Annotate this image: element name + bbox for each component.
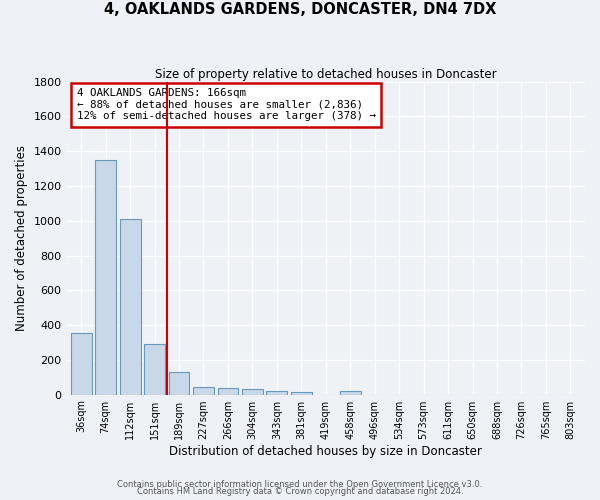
Bar (144, 344, 165, 395)
Y-axis label: Number of detached properties: Number of detached properties (15, 145, 28, 331)
Text: 4 OAKLANDS GARDENS: 166sqm
← 88% of detached houses are smaller (2,836)
12% of s: 4 OAKLANDS GARDENS: 166sqm ← 88% of deta… (77, 88, 376, 121)
Text: Contains public sector information licensed under the Open Government Licence v3: Contains public sector information licen… (118, 480, 482, 489)
X-axis label: Distribution of detached houses by size in Doncaster: Distribution of detached houses by size … (169, 444, 482, 458)
Bar (242, 390, 263, 394)
Bar (193, 387, 214, 394)
Bar (266, 391, 287, 394)
Text: 4, OAKLANDS GARDENS, DONCASTER, DN4 7DX: 4, OAKLANDS GARDENS, DONCASTER, DN4 7DX (104, 2, 496, 18)
Bar (340, 391, 361, 394)
Bar (169, 372, 190, 394)
Title: Size of property relative to detached houses in Doncaster: Size of property relative to detached ho… (155, 68, 497, 80)
Bar (95, 160, 116, 394)
Bar (120, 219, 140, 394)
Bar (71, 333, 92, 394)
Text: Contains HM Land Registry data © Crown copyright and database right 2024.: Contains HM Land Registry data © Crown c… (137, 487, 463, 496)
Bar (291, 392, 312, 394)
Bar (218, 388, 238, 394)
